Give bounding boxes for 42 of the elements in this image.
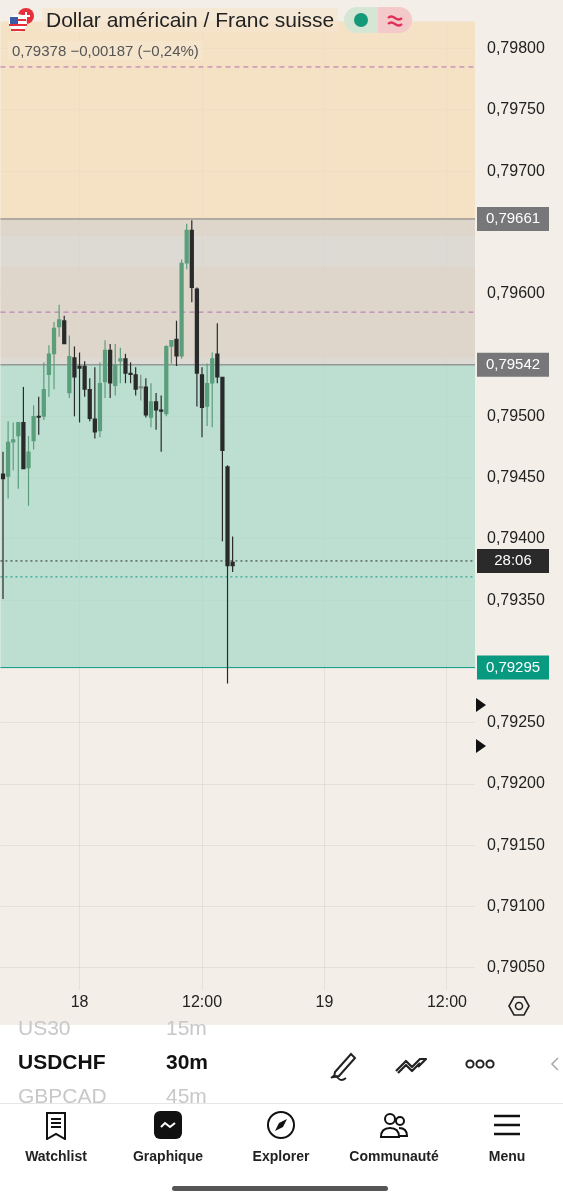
text: 28:06 (494, 551, 532, 569)
y-tick-label: 0,79600 (487, 284, 545, 302)
y-tick-label: 0,79450 (487, 468, 545, 486)
y-tick-label: 0,79050 (487, 958, 545, 976)
text: Graphique (132, 1148, 203, 1164)
x-tick-label: 12:00 (181, 993, 223, 1011)
candlestick (174, 320, 179, 367)
y-tick-label: 0,79150 (487, 835, 545, 853)
text: Communauté (349, 1148, 439, 1164)
ref-line-label: 0,79295 (485, 657, 541, 675)
y-tick-label: 0,79400 (487, 529, 545, 547)
y-tick-label: 0,79200 (487, 774, 545, 792)
text: Explorer (252, 1148, 310, 1164)
x-tick-label: 19 (315, 993, 334, 1011)
text: Menu (488, 1148, 526, 1164)
y-tick-label: 0,79350 (487, 590, 545, 608)
chart-title: Dollar américain / Franc suisse (42, 8, 339, 32)
y-tick-label: 0,79250 (487, 713, 545, 731)
candlestick (153, 392, 159, 431)
text: 0,79378 −0,00187 (−0,24%) (8, 41, 203, 60)
candlestick (92, 366, 97, 439)
candlestick (57, 304, 62, 338)
y-tick-label: 0,79100 (487, 897, 545, 915)
x-tick-label: 18 (70, 993, 89, 1011)
candlestick (16, 421, 21, 490)
y-tick-label: 0,79750 (487, 100, 545, 118)
text: USDCHF (18, 1050, 107, 1074)
candlestick (62, 315, 67, 345)
candlestick (11, 421, 16, 471)
y-tick-label: 0,79800 (487, 38, 545, 56)
ref-line-label: 0,79542 (485, 354, 541, 372)
y-tick-label: 0,79700 (487, 161, 545, 179)
candlestick (215, 322, 220, 384)
ref-line-label: 0,79661 (485, 209, 541, 227)
candlestick (113, 343, 118, 397)
x-tick-label: 12:00 (426, 993, 468, 1011)
candlestick (26, 435, 31, 507)
candlestick (148, 382, 154, 428)
candlestick (118, 347, 123, 384)
text: Watchlist (25, 1148, 87, 1164)
y-tick-label: 0,79500 (487, 406, 545, 424)
text: 30m (166, 1050, 209, 1074)
